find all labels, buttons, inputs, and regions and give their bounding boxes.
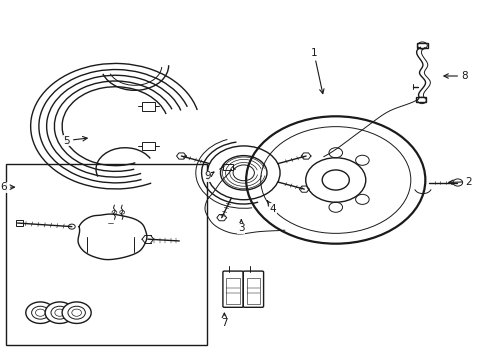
Circle shape — [26, 302, 55, 323]
Bar — [6, 164, 207, 345]
Bar — [141, 102, 155, 111]
Circle shape — [87, 228, 114, 248]
Text: 9: 9 — [203, 171, 213, 181]
Circle shape — [45, 302, 74, 323]
Text: 6: 6 — [0, 182, 15, 192]
Text: 8: 8 — [443, 71, 467, 81]
Bar — [415, 97, 426, 102]
Circle shape — [106, 228, 134, 248]
Bar — [246, 278, 260, 304]
Bar — [226, 278, 240, 304]
Text: 2: 2 — [448, 177, 471, 187]
Text: 7: 7 — [221, 313, 227, 328]
Text: 5: 5 — [63, 136, 87, 145]
Text: 3: 3 — [238, 220, 244, 233]
Bar — [16, 220, 23, 226]
Bar — [416, 43, 427, 48]
Bar — [141, 141, 155, 150]
Text: 1: 1 — [310, 48, 324, 94]
Polygon shape — [78, 214, 146, 260]
Circle shape — [62, 302, 91, 323]
Bar — [223, 164, 232, 170]
Text: 4: 4 — [267, 201, 276, 214]
